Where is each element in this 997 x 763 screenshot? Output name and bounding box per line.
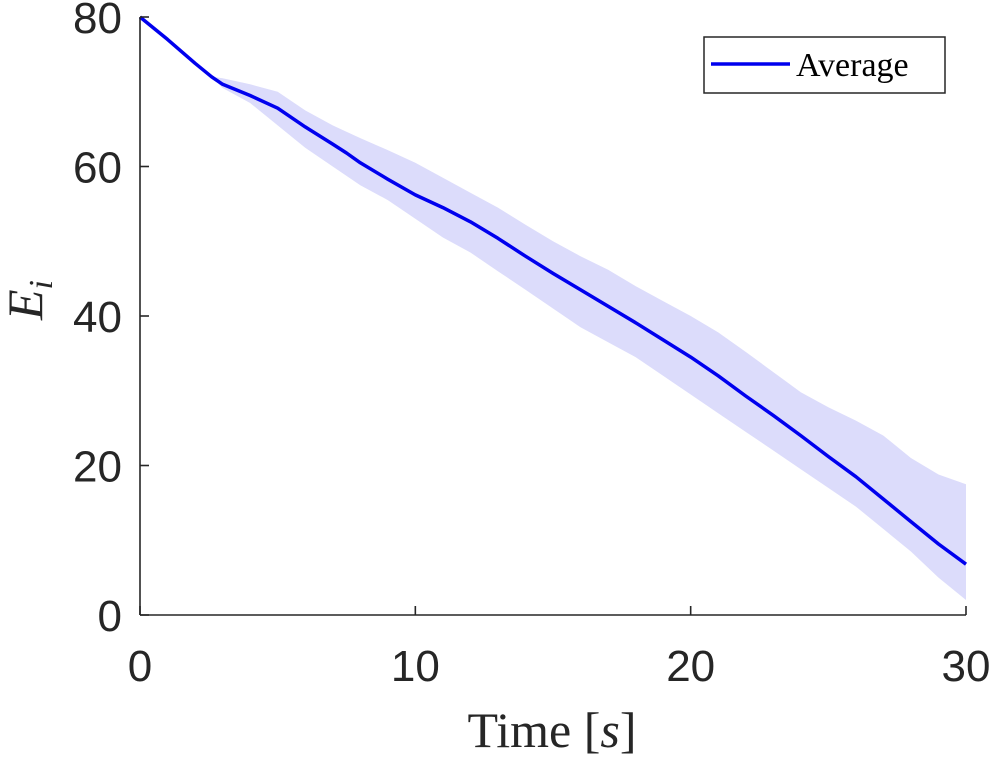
y-axis-label-subscript: i [23, 280, 60, 289]
x-axis-unit: s [600, 702, 619, 758]
x-axis-label-text: Time [467, 702, 571, 758]
x-tick-label: 30 [942, 642, 991, 691]
x-axis-label: Time [s] [467, 702, 636, 758]
y-axis-label-text: E [0, 289, 53, 321]
x-tick-label: 20 [666, 642, 715, 691]
legend-label-average: Average [796, 47, 909, 84]
y-tick-label: 0 [98, 592, 122, 641]
x-ticks: 0 10 20 30 [128, 606, 991, 691]
y-tick-label: 60 [73, 144, 122, 193]
x-tick-label: 0 [128, 642, 152, 691]
y-tick-label: 80 [73, 0, 122, 43]
x-tick-label: 10 [391, 642, 440, 691]
y-axis-label: Ei [0, 280, 60, 321]
legend: Average [703, 36, 946, 94]
spread-band [140, 17, 966, 600]
y-tick-label: 20 [73, 443, 122, 492]
y-ticks: 0 20 40 60 80 [73, 0, 149, 641]
average-line [138, 15, 968, 566]
y-tick-label: 40 [73, 293, 122, 342]
plot-area [138, 15, 968, 600]
